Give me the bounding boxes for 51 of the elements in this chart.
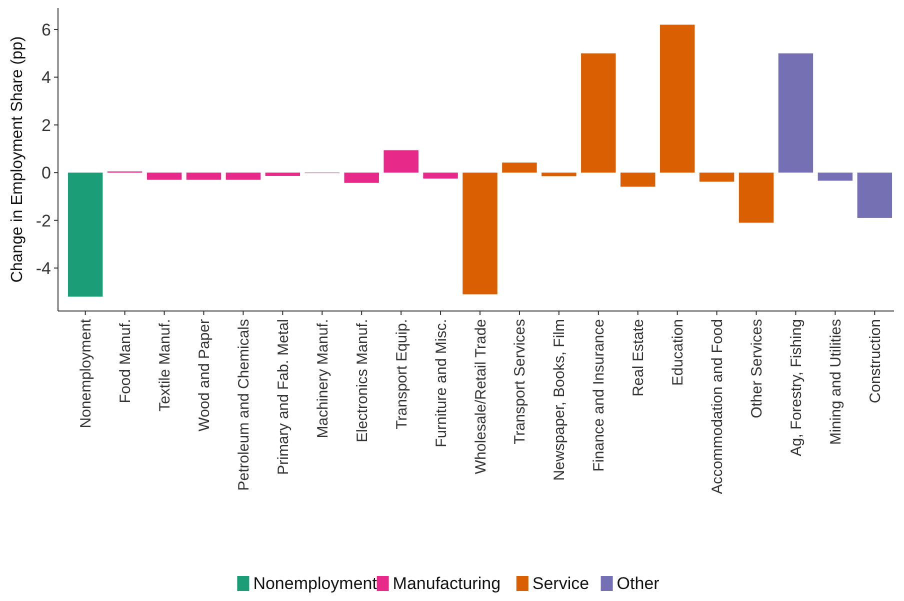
- bar: [699, 172, 734, 182]
- y-tick-label: 0: [42, 164, 51, 183]
- x-tick-label: Ag, Forestry, Fishing: [788, 319, 805, 456]
- bar: [581, 53, 616, 173]
- x-tick-label: Petroleum and Chemicals: [235, 319, 252, 491]
- bar: [423, 172, 458, 179]
- y-axis-title: Change in Employment Share (pp): [9, 36, 26, 283]
- legend-label: Nonemployment: [253, 574, 378, 593]
- bar: [818, 172, 853, 181]
- bar: [620, 172, 656, 187]
- bar: [384, 150, 418, 173]
- legend-label: Service: [532, 574, 590, 593]
- bar: [660, 24, 695, 173]
- bar: [68, 172, 103, 297]
- y-tick-label: 6: [42, 20, 51, 40]
- x-tick-label: Wood and Paper: [196, 319, 213, 432]
- x-tick-label: Mining and Utilities: [827, 319, 844, 445]
- x-tick-label: Wholesale/Retail Trade: [472, 319, 490, 474]
- x-tick-label: Nonemployment: [78, 318, 95, 428]
- x-tick-label: Machinery Manuf.: [314, 319, 332, 438]
- x-tick-label: Real Estate: [630, 319, 648, 397]
- legend-label: Other: [616, 574, 660, 593]
- bar: [146, 172, 182, 180]
- x-tick-label: Other Services: [748, 319, 766, 418]
- y-tick-label: -2: [36, 211, 51, 230]
- y-tick-label: -4: [36, 259, 51, 278]
- x-tick-label: Transport Services: [512, 319, 529, 444]
- y-tick-label: 4: [42, 68, 51, 88]
- bar: [778, 53, 814, 173]
- x-tick-label: Accommodation and Food: [709, 319, 726, 494]
- bar: [738, 172, 774, 223]
- x-tick-label: Furniture and Misc.: [432, 319, 450, 448]
- x-tick-label: Newspaper, Books, Film: [551, 319, 568, 481]
- bar: [186, 172, 222, 180]
- bar: [226, 172, 261, 180]
- y-tick-label: 2: [42, 116, 51, 135]
- bar: [502, 162, 537, 173]
- bar: [462, 172, 498, 294]
- x-tick-label: Finance and Insurance: [590, 319, 608, 472]
- bar: [344, 172, 379, 183]
- x-tick-label: Electronics Manuf.: [354, 319, 371, 442]
- x-tick-label: Primary and Fab. Metal: [274, 319, 292, 475]
- x-tick-label: Textile Manuf.: [156, 319, 174, 412]
- x-tick-label: Education: [670, 319, 687, 386]
- bar: [857, 172, 892, 218]
- x-tick-label: Construction: [866, 319, 884, 404]
- x-tick-label: Transport Equip.: [393, 319, 410, 430]
- legend-label: Manufacturing: [392, 574, 501, 593]
- bar: [265, 172, 300, 176]
- bar: [542, 172, 576, 176]
- x-tick-label: Food Manuf.: [117, 319, 134, 404]
